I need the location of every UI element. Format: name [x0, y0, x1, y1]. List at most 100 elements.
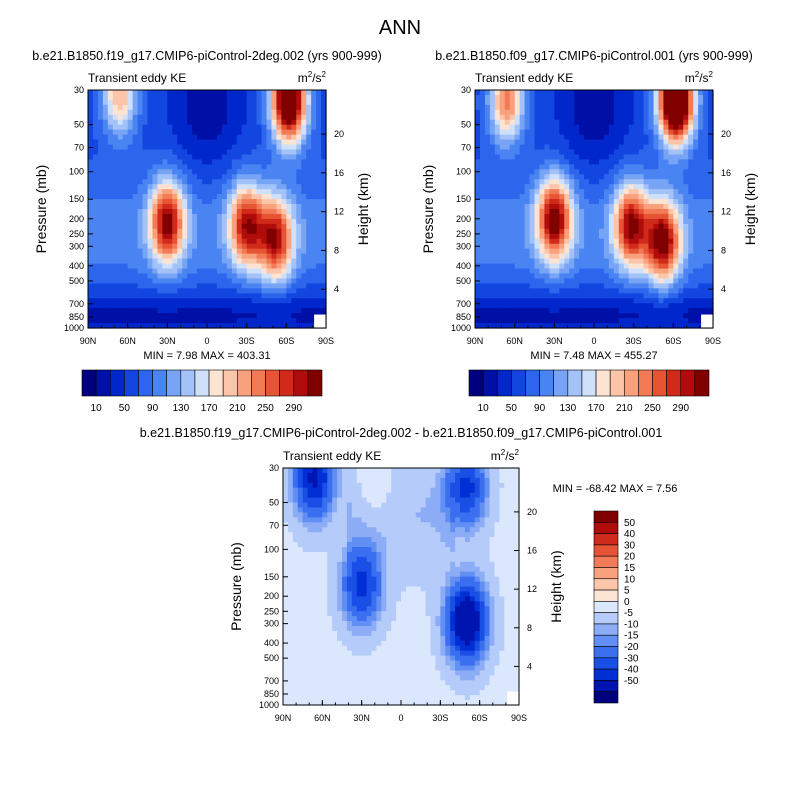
- field-cell: [252, 239, 258, 245]
- field-cell: [535, 209, 541, 215]
- field-cell: [515, 105, 521, 111]
- field-cell: [316, 303, 322, 309]
- x-tick-label: 60S: [665, 336, 681, 346]
- field-cell: [182, 179, 188, 185]
- field-cell: [197, 244, 203, 250]
- field-cell: [88, 283, 94, 289]
- field-cell: [143, 140, 149, 146]
- field-cell: [619, 293, 625, 299]
- field-cell: [162, 308, 168, 314]
- field-cell: [138, 204, 144, 210]
- field-cell: [683, 145, 689, 151]
- field-cell: [564, 313, 570, 319]
- field-cell: [564, 90, 570, 96]
- field-cell: [237, 273, 243, 279]
- field-cell: [539, 90, 545, 96]
- field-cell: [148, 249, 154, 255]
- field-cell: [673, 308, 679, 314]
- field-cell: [634, 115, 640, 121]
- field-cell: [416, 468, 422, 474]
- field-cell: [227, 204, 233, 210]
- field-cell: [242, 313, 248, 319]
- field-cell: [88, 293, 94, 299]
- field-cell: [148, 130, 154, 136]
- field-cell: [520, 224, 526, 230]
- field-cell: [624, 105, 630, 111]
- field-cell: [237, 249, 243, 255]
- field-cell: [594, 288, 600, 294]
- field-cell: [594, 298, 600, 304]
- field-cell: [152, 125, 158, 131]
- field-cell: [217, 184, 223, 190]
- field-cell: [217, 140, 223, 146]
- field-cell: [574, 189, 580, 195]
- field-cell: [262, 293, 268, 299]
- field-cell: [609, 164, 615, 170]
- field-cell: [698, 145, 704, 151]
- field-cell: [123, 105, 129, 111]
- field-cell: [619, 298, 625, 304]
- field-cell: [535, 249, 541, 255]
- field-cell: [673, 288, 679, 294]
- field-cell: [500, 140, 506, 146]
- field-cell: [296, 150, 302, 156]
- field-cell: [589, 174, 595, 180]
- field-cell: [257, 259, 263, 265]
- field-cell: [589, 194, 595, 200]
- field-cell: [197, 194, 203, 200]
- field-cell: [281, 293, 287, 299]
- field-cell: [539, 224, 545, 230]
- field-cell: [530, 130, 536, 136]
- field-cell: [639, 234, 645, 240]
- field-cell: [237, 110, 243, 116]
- field-cell: [579, 224, 585, 230]
- field-cell: [232, 269, 238, 275]
- field-cell: [619, 249, 625, 255]
- field-cell: [609, 313, 615, 319]
- field-cell: [505, 204, 511, 210]
- field-cell: [485, 189, 491, 195]
- field-cell: [510, 125, 516, 131]
- field-cell: [133, 150, 139, 156]
- colorbar-label: 90: [534, 403, 546, 414]
- field-cell: [207, 145, 213, 151]
- field-cell: [113, 169, 119, 175]
- field-cell: [227, 293, 233, 299]
- field-cell: [629, 110, 635, 116]
- field-cell: [262, 264, 268, 270]
- field-cell: [182, 313, 188, 319]
- field-cell: [559, 90, 565, 96]
- field-cell: [257, 169, 263, 175]
- field-cell: [232, 130, 238, 136]
- field-cell: [217, 269, 223, 275]
- field-cell: [693, 298, 699, 304]
- field-cell: [217, 135, 223, 141]
- field-cell: [148, 224, 154, 230]
- field-cell: [217, 273, 223, 279]
- field-cell: [644, 130, 650, 136]
- field-cell: [530, 254, 536, 260]
- field-cell: [276, 259, 282, 265]
- field-cell: [138, 303, 144, 309]
- field-cell: [247, 278, 253, 284]
- field-cell: [267, 298, 273, 304]
- field-cell: [291, 254, 297, 260]
- field-cell: [475, 239, 481, 245]
- field-cell: [475, 249, 481, 255]
- colorbar-box: [624, 370, 638, 396]
- field-cell: [88, 184, 94, 190]
- field-cell: [490, 135, 496, 141]
- field-cell: [257, 254, 263, 260]
- field-cell: [520, 219, 526, 225]
- field-cell: [217, 90, 223, 96]
- field-cell: [281, 269, 287, 275]
- field-cell: [663, 115, 669, 121]
- field-cell: [559, 254, 565, 260]
- field-cell: [594, 130, 600, 136]
- field-cell: [291, 249, 297, 255]
- field-cell: [609, 184, 615, 190]
- field-cell: [192, 194, 198, 200]
- field-cell: [291, 135, 297, 141]
- field-cell: [143, 219, 149, 225]
- field-cell: [634, 293, 640, 299]
